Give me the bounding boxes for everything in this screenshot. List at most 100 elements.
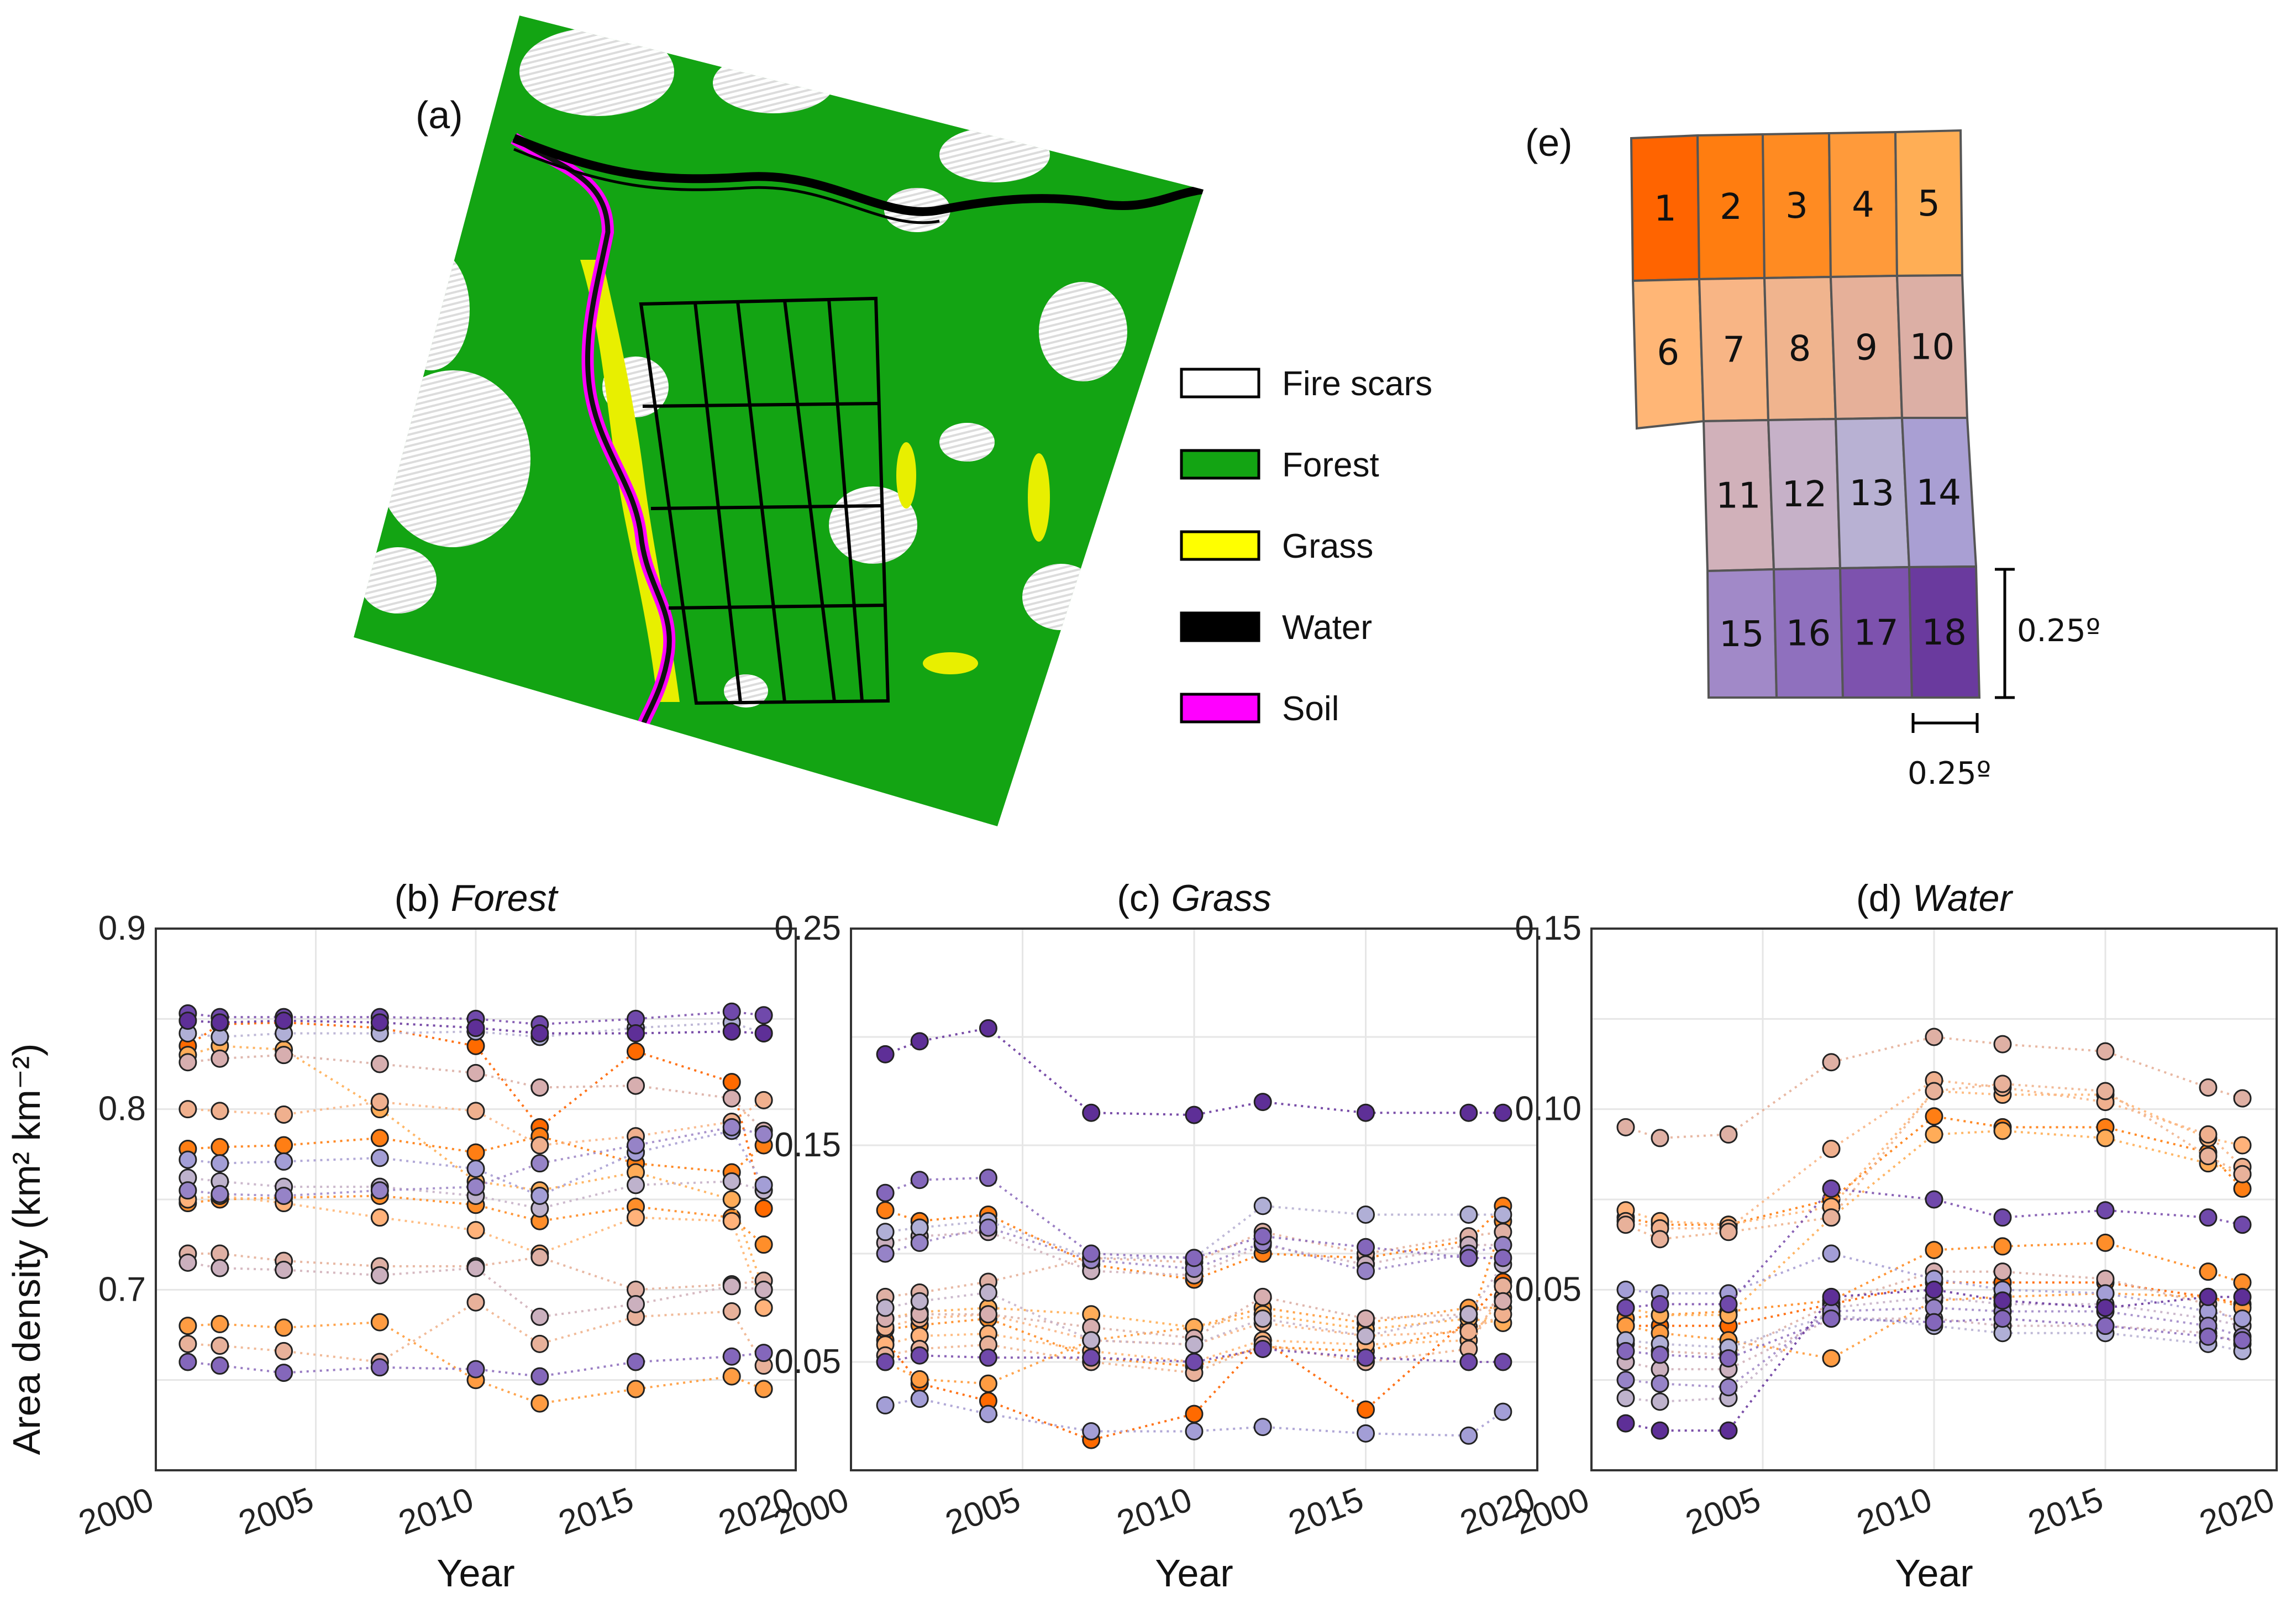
point-forest-cell15-2002: [211, 1185, 229, 1203]
point-forest-cell2-2010: [466, 1143, 485, 1162]
point-forest-cell7-2004: [275, 1105, 293, 1124]
point-grass-cell17-2012: [1253, 1339, 1272, 1358]
point-water-cell17-2019: [2233, 1215, 2252, 1234]
point-grass-cell17-2010: [1185, 1353, 1204, 1371]
point-forest-cell4-2004: [275, 1318, 293, 1337]
point-forest-cell7-2019: [754, 1091, 773, 1109]
series-forest-cell-15: [178, 1118, 773, 1205]
water-river-north: [512, 134, 1204, 216]
point-water-cell18-2004: [1719, 1421, 1738, 1440]
axes-frame-forest: [155, 927, 797, 1471]
point-forest-cell15-2015: [627, 1136, 645, 1155]
series-forest-cell-4: [178, 1313, 773, 1413]
x-tick-grass-2015: 2015: [1284, 1480, 1368, 1542]
point-forest-cell8-2004: [275, 1341, 293, 1360]
point-forest-cell18-2018: [722, 1022, 741, 1041]
legend-swatch-forest: [1180, 449, 1260, 480]
point-forest-cell11-2004: [275, 1260, 293, 1279]
grid-cell-13: 13: [1834, 416, 1911, 570]
point-forest-cell10-2001: [178, 1053, 197, 1072]
point-grass-cell18-2012: [1253, 1093, 1272, 1112]
point-forest-cell16-2004: [275, 1364, 293, 1382]
point-forest-cell14-2007: [370, 1149, 389, 1167]
y-tick-water-0.15: 0.15: [1515, 909, 1582, 947]
chart-panel-label-water: (d): [1856, 877, 1913, 919]
point-forest-cell4-2012: [530, 1394, 549, 1413]
map-study-grid: [639, 296, 890, 705]
chart-title-text-water: Water: [1913, 877, 2013, 919]
point-forest-cell18-2007: [370, 1013, 389, 1032]
point-grass-cell16-2004: [979, 1168, 997, 1187]
point-forest-cell4-2001: [178, 1317, 197, 1335]
y-tick-water-0.05: 0.05: [1515, 1270, 1582, 1308]
series-line-forest-5: [187, 1045, 765, 1291]
legend-item-forest: Forest: [1180, 446, 1379, 484]
point-grass-cell18-2004: [979, 1019, 997, 1037]
point-water-cell10-2012: [1993, 1262, 2012, 1281]
x-axis-label-grass: Year: [1155, 1552, 1233, 1595]
y-tick-forest-0.7: 0.7: [98, 1270, 146, 1308]
series-line-forest-4: [187, 1321, 764, 1405]
grid-cell-label-14: 14: [1916, 473, 1961, 513]
point-grass-cell15-2015: [1357, 1261, 1375, 1280]
point-forest-cell11-2001: [178, 1253, 197, 1272]
point-grass-cell16-2018: [1459, 1249, 1478, 1267]
grid-cell-16: 16: [1772, 567, 1845, 699]
point-forest-cell16-2018: [722, 1347, 741, 1366]
point-grass-cell4-2004: [979, 1374, 997, 1393]
y-axis-label: Area density (km² km⁻²): [5, 1044, 48, 1455]
point-water-cell8-2002: [1651, 1230, 1669, 1249]
grid-cell-label-13: 13: [1850, 473, 1894, 514]
point-water-cell8-2012: [1993, 1075, 2012, 1093]
point-forest-cell14-2012: [530, 1186, 549, 1205]
grid-cell-label-12: 12: [1782, 474, 1827, 515]
point-forest-cell6-2018: [722, 1212, 741, 1230]
point-grass-cell16-2015: [1357, 1238, 1375, 1256]
point-water-cell16-2012: [1993, 1309, 2012, 1328]
y-tick-grass-0.25: 0.25: [774, 909, 841, 947]
point-grass-cell17-2002: [910, 1346, 929, 1365]
point-grass-cell16-2010: [1185, 1249, 1204, 1267]
point-forest-cell7-2007: [370, 1093, 389, 1112]
point-water-cell18-2001: [1616, 1414, 1635, 1433]
y-tick-grass-0.05: 0.05: [774, 1343, 841, 1381]
point-forest-cell16-2007: [370, 1358, 389, 1377]
point-water-cell3-2012: [1993, 1237, 2012, 1256]
grid-cell-17: 17: [1838, 565, 1914, 699]
series-grass-cell-10: [876, 1287, 1512, 1348]
point-water-cell9-2018: [2199, 1078, 2218, 1097]
x-axis-label-forest: Year: [437, 1552, 514, 1595]
axes-frame-grass: [850, 927, 1538, 1471]
point-forest-cell7-2012: [530, 1136, 549, 1155]
series-line-forest-15: [187, 1126, 764, 1197]
point-grass-cell14-2012: [1253, 1418, 1272, 1437]
point-grass-cell14-2015: [1357, 1424, 1375, 1443]
grid-cell-label-4: 4: [1852, 185, 1874, 226]
point-forest-cell7-2002: [211, 1102, 229, 1120]
legend-label-grass: Grass: [1282, 527, 1373, 565]
point-grass-cell10-2012: [1253, 1287, 1272, 1306]
series-line-grass-1: [884, 1281, 1504, 1442]
series-line-forest-12: [187, 1176, 764, 1210]
point-water-cell18-2015: [2096, 1298, 2115, 1317]
grid-cell-label-3: 3: [1785, 186, 1808, 227]
point-water-cell8-2019: [2233, 1165, 2252, 1183]
point-forest-cell4-2018: [722, 1367, 741, 1386]
grid-cell-label-17: 17: [1853, 613, 1898, 654]
point-water-cell9-2015: [2096, 1042, 2115, 1061]
series-line-forest-7: [187, 1099, 765, 1147]
x-tick-forest-2010: 2010: [394, 1480, 479, 1542]
point-grass-cell10-2004: [979, 1305, 997, 1324]
land-cover-map: [354, 15, 1204, 826]
legend-swatch-soil: [1180, 693, 1260, 724]
point-water-cell6-2019: [2233, 1136, 2252, 1155]
series-water-cell-17: [1616, 1179, 2252, 1317]
point-forest-cell14-2004: [275, 1152, 293, 1171]
point-grass-cell14-2007: [1082, 1422, 1101, 1440]
series-grass-cell-18: [876, 1019, 1512, 1124]
point-grass-cell17-2004: [979, 1348, 997, 1367]
point-water-cell8-2004: [1719, 1223, 1738, 1241]
series-grass-cell-14: [876, 1390, 1512, 1445]
grid-cell-label-6: 6: [1657, 333, 1679, 374]
